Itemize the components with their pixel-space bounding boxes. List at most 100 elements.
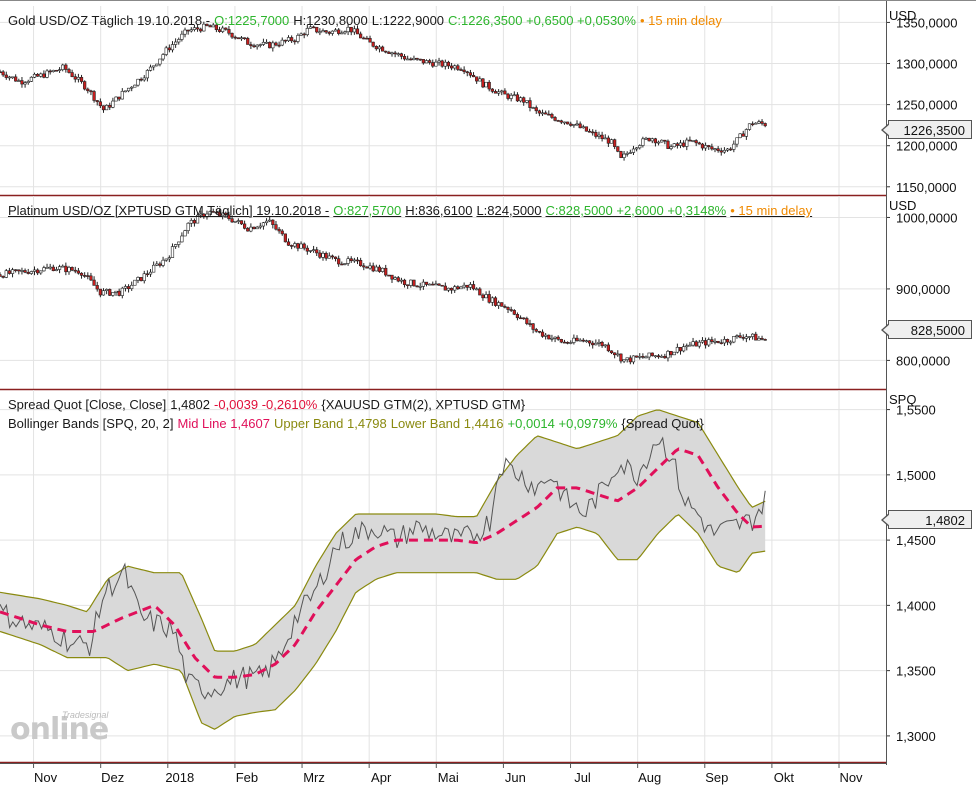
candle-body	[208, 25, 212, 28]
candle-body	[377, 266, 382, 272]
candle-body	[453, 65, 457, 69]
gold-low: L:1222,9000	[371, 13, 445, 28]
candle-body	[465, 284, 469, 288]
candle-body	[412, 57, 416, 60]
candle-body	[205, 23, 209, 26]
candle-body	[600, 341, 604, 347]
candle-body	[694, 140, 698, 144]
platinum-low: L:824,5000	[476, 203, 542, 218]
candle-body	[440, 284, 444, 287]
candle-body	[236, 37, 240, 40]
candle-body	[697, 341, 701, 347]
candle-body	[79, 272, 84, 276]
candle-body	[246, 228, 250, 232]
candle-body	[57, 69, 62, 71]
candle-body	[17, 80, 21, 82]
candle-body	[647, 137, 651, 142]
candle-body	[738, 335, 742, 338]
candle-body	[566, 342, 570, 344]
candle-body	[572, 337, 576, 343]
candle-body	[390, 52, 394, 55]
candle-body	[619, 353, 623, 362]
candle-body	[393, 52, 397, 55]
candle-body	[51, 69, 55, 73]
candle-body	[264, 41, 269, 44]
candle-body	[148, 271, 153, 275]
xtick-label: Feb	[236, 770, 258, 785]
candle-body	[512, 310, 516, 315]
candle-body	[180, 33, 184, 40]
candle-body	[578, 339, 582, 342]
candle-body	[387, 274, 391, 277]
candle-body	[622, 359, 626, 362]
candle-body	[729, 148, 733, 151]
candle-body	[61, 265, 65, 268]
candle-body	[544, 112, 548, 115]
candle-body	[619, 151, 623, 158]
candle-body	[682, 142, 686, 147]
candle-body	[628, 152, 632, 154]
xtick-label: Nov	[839, 770, 863, 785]
candle-body	[70, 267, 74, 271]
candle-body	[512, 94, 516, 97]
candle-body	[315, 26, 319, 33]
candle-body	[343, 263, 347, 265]
candle-body	[42, 73, 46, 78]
candle-body	[591, 131, 595, 134]
candle-body	[732, 336, 736, 343]
bollinger-lower: Lower Band 1,4416	[390, 416, 504, 431]
candle-body	[700, 340, 705, 343]
platinum-header[interactable]: Platinum USD/OZ [XPTUSD GTM Täglich] 19.…	[8, 203, 816, 218]
candle-body	[518, 317, 523, 320]
candle-body	[481, 294, 485, 299]
candle-body	[462, 69, 466, 73]
candle-body	[650, 352, 654, 357]
candle-body	[48, 266, 52, 269]
candle-body	[205, 213, 209, 218]
candle-body	[537, 110, 541, 114]
candle-body	[506, 307, 510, 310]
bollinger-source: {Spread Quot}	[621, 416, 704, 431]
candle-body	[719, 150, 723, 153]
candle-body	[547, 113, 551, 116]
candle-body	[613, 352, 617, 356]
candle-body	[631, 148, 636, 153]
xtick-label: Dez	[101, 770, 124, 785]
candle-body	[255, 44, 259, 48]
candle-body	[343, 31, 347, 34]
candle-body	[406, 284, 410, 287]
candle-body	[393, 277, 397, 280]
candle-body	[468, 72, 472, 76]
spread-last-badge: 1,4802	[881, 510, 972, 529]
candle-body	[685, 345, 689, 348]
candle-body	[675, 143, 679, 146]
candle-body	[318, 252, 322, 258]
candle-body	[258, 225, 262, 228]
candle-body	[299, 243, 303, 249]
candle-body	[644, 137, 648, 140]
candle-body	[606, 344, 610, 352]
candle-body	[584, 126, 589, 132]
candle-body	[688, 139, 692, 142]
candle-body	[170, 246, 175, 258]
ytick-label: 1,5500	[896, 403, 936, 418]
candle-body	[625, 357, 629, 360]
candle-body	[164, 47, 168, 55]
bollinger-upper: Upper Band 1,4798	[274, 416, 387, 431]
gold-last-badge: 1226,3500	[881, 120, 972, 139]
candle-body	[559, 339, 563, 343]
candle-body	[14, 269, 18, 271]
lower-band-line	[0, 514, 766, 730]
candle-body	[73, 76, 77, 80]
candle-body	[359, 260, 363, 267]
candle-body	[603, 344, 607, 347]
candle-body	[666, 350, 670, 359]
candle-body	[732, 143, 736, 150]
candle-body	[305, 28, 309, 36]
candle-body	[195, 27, 200, 30]
candle-body	[208, 211, 212, 215]
candle-body	[79, 77, 84, 82]
candle-body	[572, 124, 576, 126]
xtick-label: Aug	[638, 770, 661, 785]
